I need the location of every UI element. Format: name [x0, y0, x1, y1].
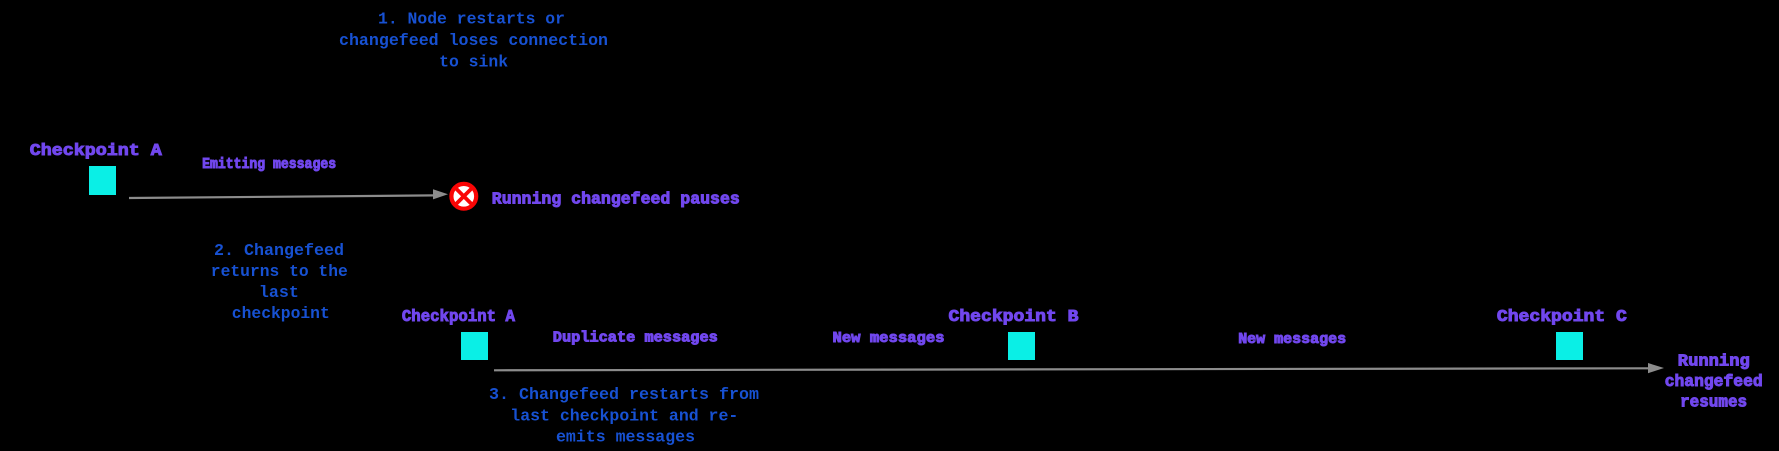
svg-text:Checkpoint A: Checkpoint A [30, 142, 163, 161]
svg-text:checkpoint: checkpoint [232, 305, 330, 324]
svg-text:Checkpoint C: Checkpoint C [1497, 308, 1627, 327]
svg-text:1. Node restarts or: 1. Node restarts or [378, 11, 565, 30]
svg-text:Checkpoint A: Checkpoint A [402, 308, 516, 327]
svg-text:to sink: to sink [439, 53, 508, 72]
svg-text:Running changefeed pauses: Running changefeed pauses [492, 191, 740, 210]
svg-text:changefeed: changefeed [1665, 373, 1763, 392]
svg-text:3. Changefeed restarts from: 3. Changefeed restarts from [489, 386, 759, 405]
svg-text:last checkpoint and re-: last checkpoint and re- [510, 408, 738, 427]
svg-text:New messages: New messages [1238, 331, 1346, 348]
svg-text:returns to the: returns to the [211, 263, 348, 282]
svg-text:changefeed loses connection: changefeed loses connection [339, 32, 608, 51]
svg-text:2. Changefeed: 2. Changefeed [214, 242, 344, 261]
svg-text:Duplicate messages: Duplicate messages [553, 330, 718, 347]
svg-text:last: last [259, 284, 299, 303]
svg-text:emits messages: emits messages [556, 429, 695, 448]
svg-text:New messages: New messages [833, 330, 945, 347]
svg-text:Running: Running [1678, 352, 1750, 371]
svg-text:resumes: resumes [1680, 394, 1747, 413]
svg-text:Checkpoint B: Checkpoint B [949, 308, 1079, 327]
svg-text:Emitting messages: Emitting messages [202, 156, 336, 173]
